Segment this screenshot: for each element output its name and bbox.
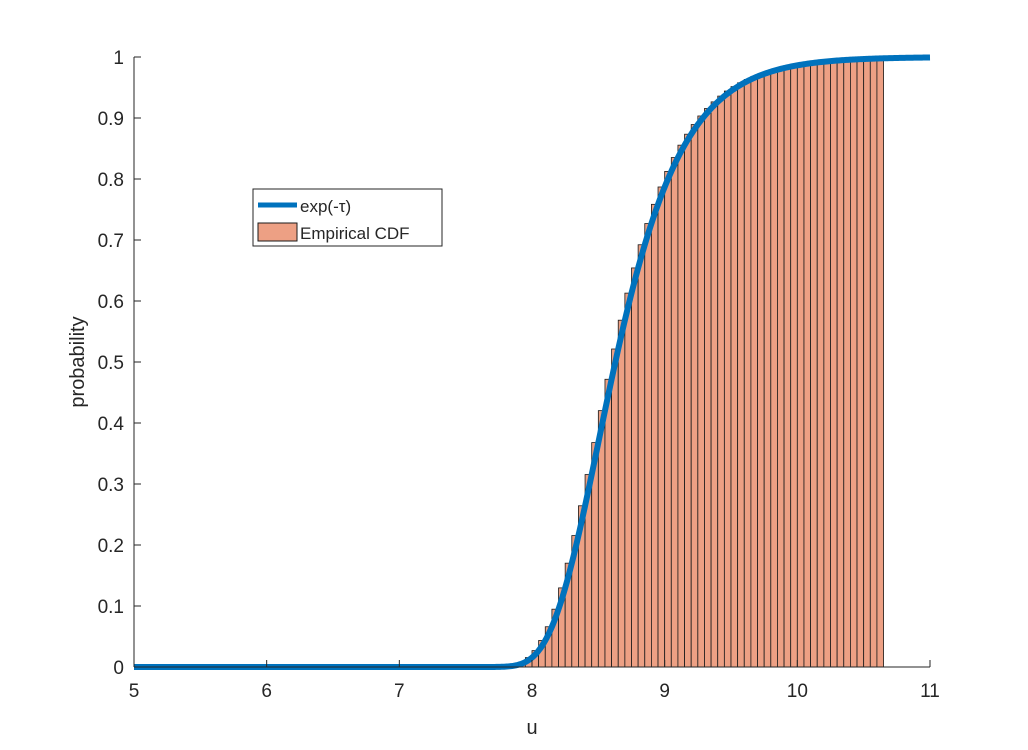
- cdf-bar: [704, 108, 712, 668]
- y-tick-label: 0.9: [98, 109, 124, 130]
- y-tick-label: 0.6: [98, 292, 124, 313]
- y-tick-label: 1: [113, 48, 124, 69]
- cdf-bar: [624, 292, 632, 668]
- cdf-bar: [750, 76, 758, 668]
- cdf-bar: [823, 60, 831, 668]
- cdf-bar: [843, 59, 851, 668]
- y-tick-label: 0: [113, 658, 124, 679]
- x-ticks: 5 6 7 8 9 10 11: [129, 660, 940, 702]
- x-tick-label: 9: [659, 681, 670, 702]
- cdf-bar: [850, 58, 858, 668]
- cdf-bar: [651, 203, 659, 668]
- cdf-bar: [644, 223, 652, 668]
- x-tick-label: 7: [394, 681, 405, 702]
- cdf-bar: [810, 62, 818, 668]
- legend-bars-label: Empirical CDF: [300, 224, 410, 243]
- cdf-bar: [617, 319, 626, 668]
- cdf-bar: [697, 115, 705, 668]
- cdf-bar: [783, 66, 792, 668]
- cdf-bar: [770, 69, 778, 668]
- cdf-bar: [777, 67, 785, 668]
- cdf-bar: [657, 186, 666, 668]
- y-tick-label: 0.4: [98, 414, 125, 435]
- cdf-bar: [710, 101, 719, 668]
- legend-curve-label: exp(-τ): [300, 197, 351, 216]
- y-tick-label: 0.7: [98, 231, 124, 252]
- x-tick-label: 8: [527, 681, 538, 702]
- cdf-bar: [830, 60, 838, 668]
- y-tick-label: 0.5: [98, 353, 124, 374]
- x-tick-label: 11: [920, 681, 940, 702]
- cdf-bar: [876, 57, 884, 668]
- cdf-bar: [836, 59, 845, 668]
- legend: exp(-τ) Empirical CDF: [252, 188, 443, 247]
- x-axis-label: u: [526, 717, 537, 739]
- y-tick-label: 0.1: [98, 597, 124, 618]
- cdf-bar: [723, 90, 732, 668]
- cdf-bar: [690, 124, 699, 668]
- cdf-bar: [637, 244, 646, 668]
- cdf-bar: [796, 63, 805, 668]
- x-tick-label: 6: [261, 681, 272, 702]
- cdf-bar: [631, 267, 639, 668]
- cdf-bar: [856, 58, 865, 668]
- cdf-bar: [730, 86, 739, 668]
- y-axis-label: probability: [67, 316, 89, 407]
- y-tick-label: 0.3: [98, 475, 124, 496]
- x-tick-label: 5: [129, 681, 140, 702]
- cdf-bar: [677, 144, 685, 668]
- cdf-bar: [684, 133, 692, 668]
- cdf-bar: [757, 73, 765, 668]
- cdf-bar: [863, 58, 871, 668]
- cdf-bar: [803, 62, 811, 668]
- cdf-bar: [717, 95, 725, 668]
- cdf-bar: [816, 61, 825, 668]
- cdf-bar: [664, 171, 672, 668]
- y-ticks: 0 0.1 0.2 0.3 0.4 0.5 0.6 0.7 0.8 0.9 1: [98, 48, 141, 679]
- cdf-bar: [611, 348, 619, 668]
- cdf-bar: [737, 82, 745, 668]
- cdf-bar: [604, 378, 612, 668]
- cdf-bar: [670, 157, 679, 668]
- legend-bar-swatch: [257, 222, 298, 242]
- cdf-bar: [743, 79, 752, 668]
- x-tick-label: 10: [787, 681, 808, 702]
- cdf-bar: [790, 64, 798, 668]
- y-tick-label: 0.8: [98, 170, 124, 191]
- y-tick-label: 0.2: [98, 536, 124, 557]
- cdf-bar: [869, 58, 878, 668]
- cdf-bar: [763, 71, 772, 668]
